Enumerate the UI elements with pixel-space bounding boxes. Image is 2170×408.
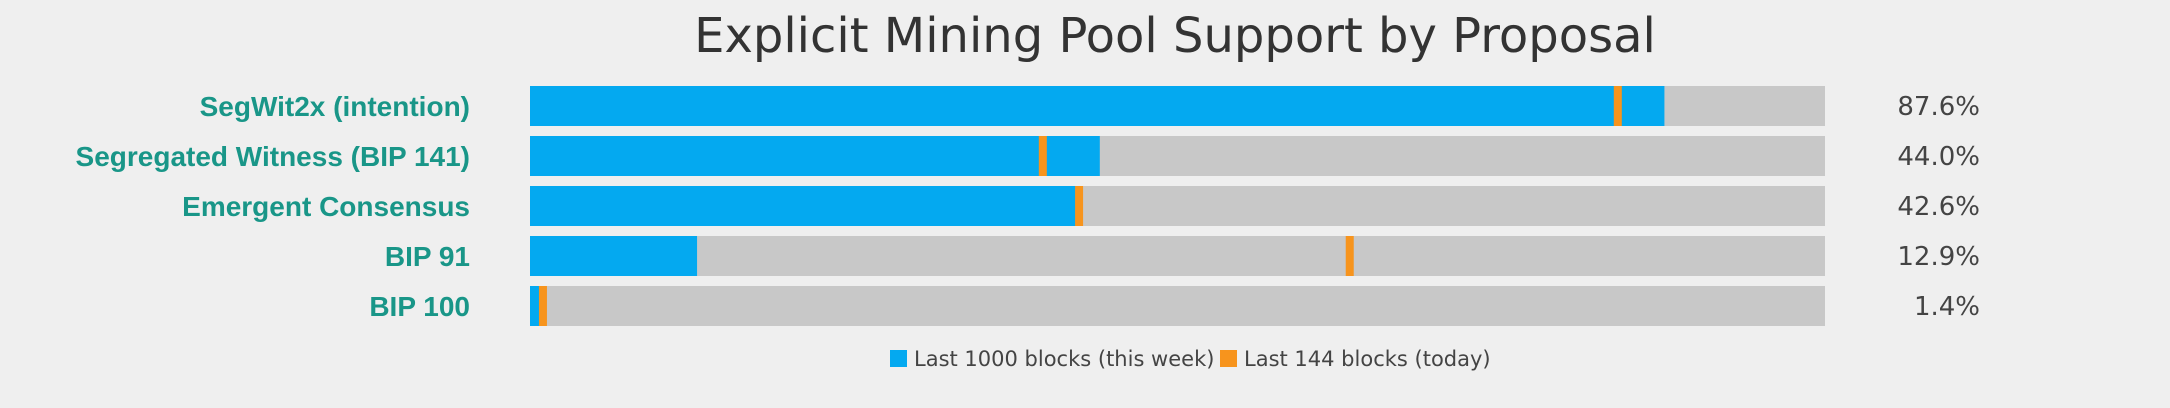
bar-row: BIP 91 12.9% [385, 236, 1980, 276]
bar-today-marker [1613, 86, 1622, 126]
value-label: 87.6% [1897, 92, 1980, 122]
bar-track [530, 286, 1825, 326]
legend: Last 1000 blocks (this week) Last 144 bl… [890, 347, 1491, 371]
bar-week [530, 286, 541, 326]
legend-swatch-week [890, 350, 907, 367]
bar-row: Segregated Witness (BIP 141) 44.0% [76, 136, 1980, 176]
bar-today-marker [1075, 186, 1084, 226]
legend-label-week: Last 1000 blocks (this week) [914, 347, 1214, 371]
value-label: 1.4% [1914, 292, 1980, 322]
category-label: Emergent Consensus [182, 191, 470, 222]
legend-swatch-today [1220, 350, 1237, 367]
legend-label-today: Last 144 blocks (today) [1244, 347, 1491, 371]
bar-today-marker [1038, 136, 1047, 176]
bar-row: SegWit2x (intention) 87.6% [200, 86, 1980, 126]
category-label: Segregated Witness (BIP 141) [76, 141, 470, 172]
bar-row: Emergent Consensus 42.6% [182, 186, 1980, 226]
value-label: 12.9% [1897, 242, 1980, 272]
bars-layer: SegWit2x (intention) 87.6% Segregated Witn… [76, 86, 1980, 326]
bar-today-marker [538, 286, 547, 326]
value-label: 42.6% [1897, 192, 1980, 222]
bar-week [530, 186, 1082, 226]
bar-week [530, 236, 698, 276]
category-label: BIP 100 [369, 291, 470, 322]
bar-track [530, 236, 1825, 276]
category-label: SegWit2x (intention) [200, 91, 470, 122]
bar-today-marker [1345, 236, 1354, 276]
chart-title: Explicit Mining Pool Support by Proposal [694, 8, 1656, 64]
bar-week [530, 136, 1100, 176]
category-label: BIP 91 [385, 241, 470, 272]
bar-row: BIP 100 1.4% [369, 286, 1980, 326]
bar-week [530, 86, 1665, 126]
value-label: 44.0% [1897, 142, 1980, 172]
